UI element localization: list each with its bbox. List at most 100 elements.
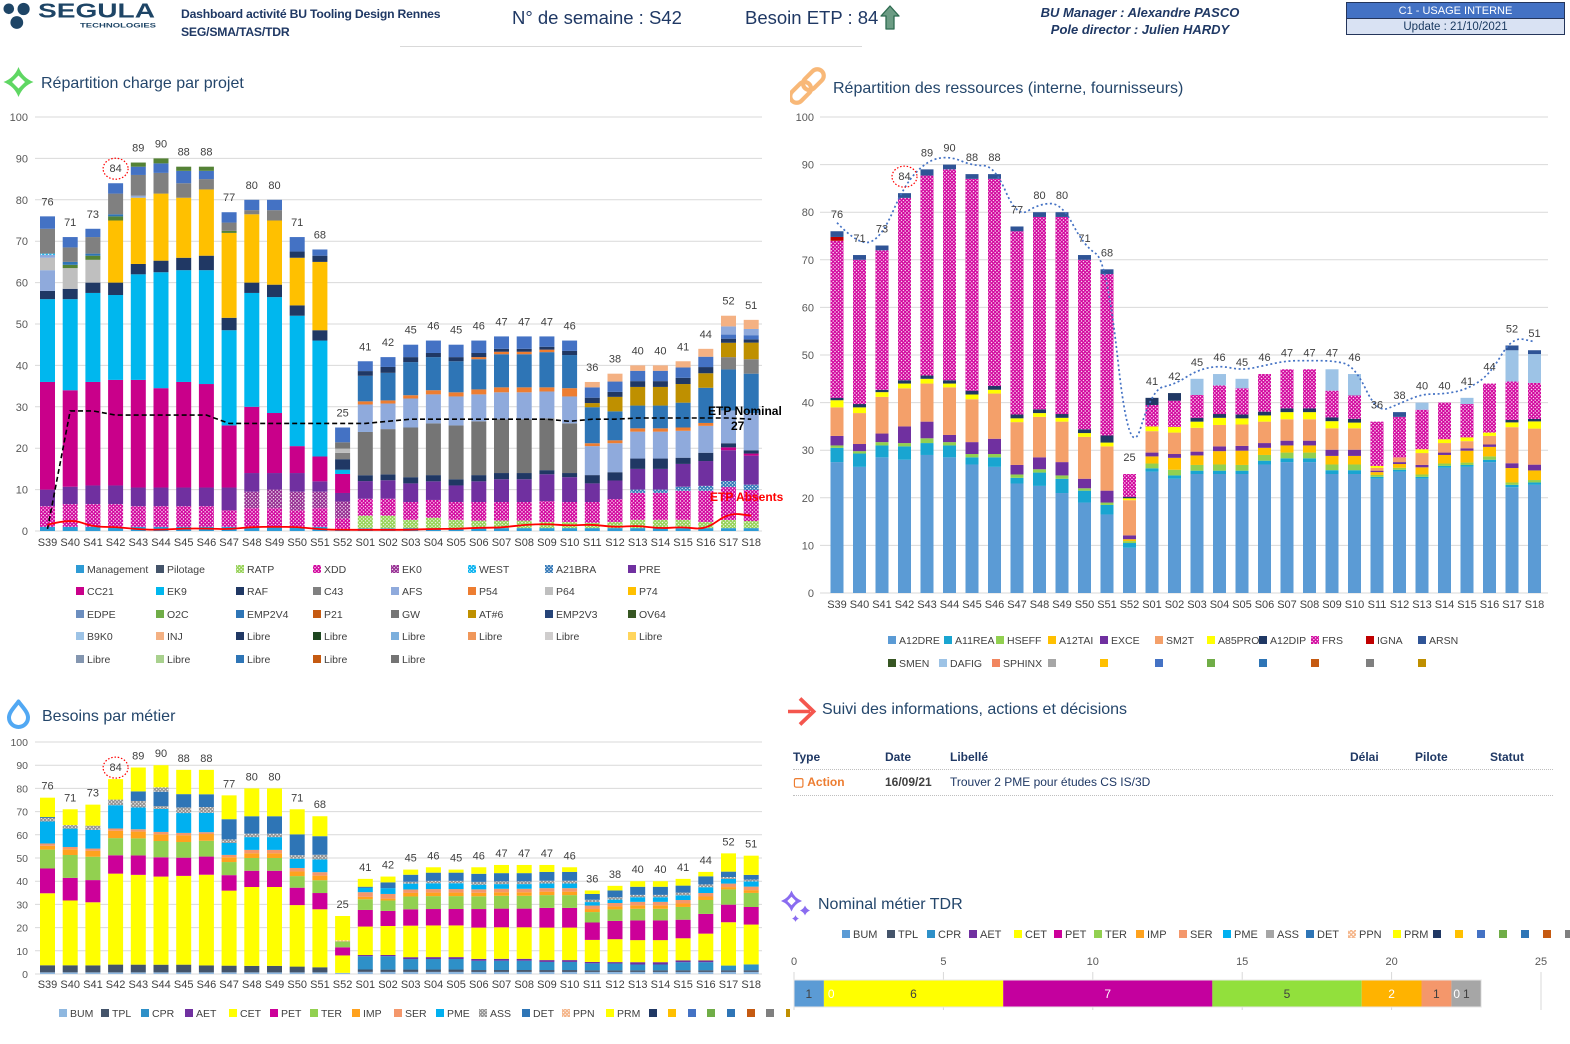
svg-text:40: 40 — [802, 398, 814, 410]
svg-text:46: 46 — [563, 850, 575, 862]
svg-text:S06: S06 — [469, 537, 489, 549]
svg-text:XDD: XDD — [324, 564, 347, 576]
svg-text:S45: S45 — [174, 979, 194, 991]
svg-text:42: 42 — [1168, 371, 1180, 383]
svg-text:OV64: OV64 — [639, 609, 666, 621]
svg-text:P54: P54 — [479, 586, 498, 598]
svg-text:10: 10 — [16, 485, 28, 497]
svg-text:RATP: RATP — [247, 564, 274, 576]
svg-text:A85PRO: A85PRO — [1218, 635, 1259, 647]
svg-text:S51: S51 — [310, 537, 330, 549]
svg-text:7: 7 — [1104, 987, 1111, 1001]
svg-text:80: 80 — [16, 783, 28, 795]
svg-text:DET: DET — [533, 1008, 555, 1020]
svg-text:76: 76 — [831, 209, 843, 221]
svg-text:0: 0 — [22, 526, 28, 538]
svg-text:S08: S08 — [514, 979, 534, 991]
svg-text:PME: PME — [1234, 929, 1258, 941]
svg-text:44: 44 — [1483, 362, 1495, 374]
svg-text:S09: S09 — [537, 537, 557, 549]
svg-text:DAFIG: DAFIG — [950, 658, 982, 670]
svg-text:46: 46 — [473, 850, 485, 862]
svg-text:Besoins par métier: Besoins par métier — [42, 708, 176, 725]
svg-text:0: 0 — [791, 956, 797, 968]
svg-text:41: 41 — [359, 862, 371, 874]
svg-text:0: 0 — [22, 969, 28, 981]
svg-text:S43: S43 — [917, 599, 937, 611]
svg-text:S03: S03 — [1187, 599, 1207, 611]
svg-text:51: 51 — [745, 839, 757, 851]
svg-text:80: 80 — [1056, 190, 1068, 202]
svg-text:P64: P64 — [556, 586, 575, 598]
svg-text:90: 90 — [802, 160, 814, 172]
svg-text:C43: C43 — [324, 586, 343, 598]
svg-text:52: 52 — [722, 836, 734, 848]
svg-text:PRE: PRE — [639, 564, 661, 576]
svg-text:25: 25 — [336, 899, 348, 911]
svg-text:CPR: CPR — [938, 929, 961, 941]
svg-text:40: 40 — [16, 360, 28, 372]
svg-text:S10: S10 — [560, 537, 580, 549]
svg-text:EK0: EK0 — [402, 564, 422, 576]
svg-text:10: 10 — [1087, 956, 1099, 968]
svg-text:B9K0: B9K0 — [87, 631, 113, 643]
svg-text:S39: S39 — [827, 599, 847, 611]
svg-text:S40: S40 — [60, 979, 80, 991]
svg-text:A11REA: A11REA — [955, 635, 995, 647]
svg-text:S15: S15 — [1457, 599, 1477, 611]
svg-text:S10: S10 — [1345, 599, 1365, 611]
svg-text:38: 38 — [1393, 390, 1405, 402]
svg-text:S17: S17 — [719, 537, 739, 549]
svg-text:Libre: Libre — [324, 654, 348, 666]
svg-text:45: 45 — [405, 853, 417, 865]
svg-text:S04: S04 — [424, 537, 444, 549]
svg-text:47: 47 — [1281, 347, 1293, 359]
svg-text:IMP: IMP — [363, 1008, 382, 1020]
svg-text:S06: S06 — [1255, 599, 1275, 611]
svg-text:Libre: Libre — [639, 631, 663, 643]
svg-text:S52: S52 — [1120, 599, 1140, 611]
svg-text:PET: PET — [281, 1008, 302, 1020]
svg-text:S01: S01 — [356, 979, 376, 991]
svg-text:S46: S46 — [197, 537, 217, 549]
svg-text:41: 41 — [1146, 376, 1158, 388]
svg-text:45: 45 — [1191, 357, 1203, 369]
svg-text:S11: S11 — [1368, 599, 1387, 611]
svg-text:40: 40 — [16, 876, 28, 888]
svg-text:TER: TER — [321, 1008, 342, 1020]
svg-text:47: 47 — [495, 316, 507, 328]
svg-text:PRM: PRM — [1404, 929, 1428, 941]
svg-text:5: 5 — [940, 956, 946, 968]
svg-text:41: 41 — [359, 341, 371, 353]
svg-text:A12TAI: A12TAI — [1059, 635, 1093, 647]
svg-text:46: 46 — [563, 321, 575, 333]
svg-text:S45: S45 — [962, 599, 982, 611]
svg-text:0: 0 — [828, 987, 835, 1001]
svg-text:EDPE: EDPE — [87, 609, 116, 621]
svg-text:2: 2 — [1388, 987, 1395, 1001]
svg-text:S49: S49 — [265, 537, 285, 549]
svg-text:S05: S05 — [446, 979, 466, 991]
svg-text:84: 84 — [109, 163, 121, 175]
svg-text:20: 20 — [16, 443, 28, 455]
svg-text:40: 40 — [654, 864, 666, 876]
svg-text:S05: S05 — [446, 537, 466, 549]
svg-text:S11: S11 — [583, 537, 602, 549]
svg-text:S09: S09 — [537, 979, 557, 991]
svg-text:44: 44 — [700, 855, 712, 867]
svg-text:S52: S52 — [333, 979, 353, 991]
svg-text:42: 42 — [382, 860, 394, 872]
svg-text:S44: S44 — [940, 599, 960, 611]
svg-text:S14: S14 — [651, 537, 671, 549]
svg-text:S01: S01 — [356, 537, 376, 549]
svg-text:S13: S13 — [1412, 599, 1432, 611]
svg-text:100: 100 — [10, 737, 28, 749]
svg-text:AET: AET — [196, 1008, 217, 1020]
svg-text:47: 47 — [541, 848, 553, 860]
svg-text:S42: S42 — [106, 979, 126, 991]
svg-text:S04: S04 — [1210, 599, 1230, 611]
svg-text:0: 0 — [808, 588, 814, 600]
svg-text:Libre: Libre — [247, 654, 271, 666]
svg-text:68: 68 — [314, 229, 326, 241]
svg-text:ASS: ASS — [1277, 929, 1299, 941]
